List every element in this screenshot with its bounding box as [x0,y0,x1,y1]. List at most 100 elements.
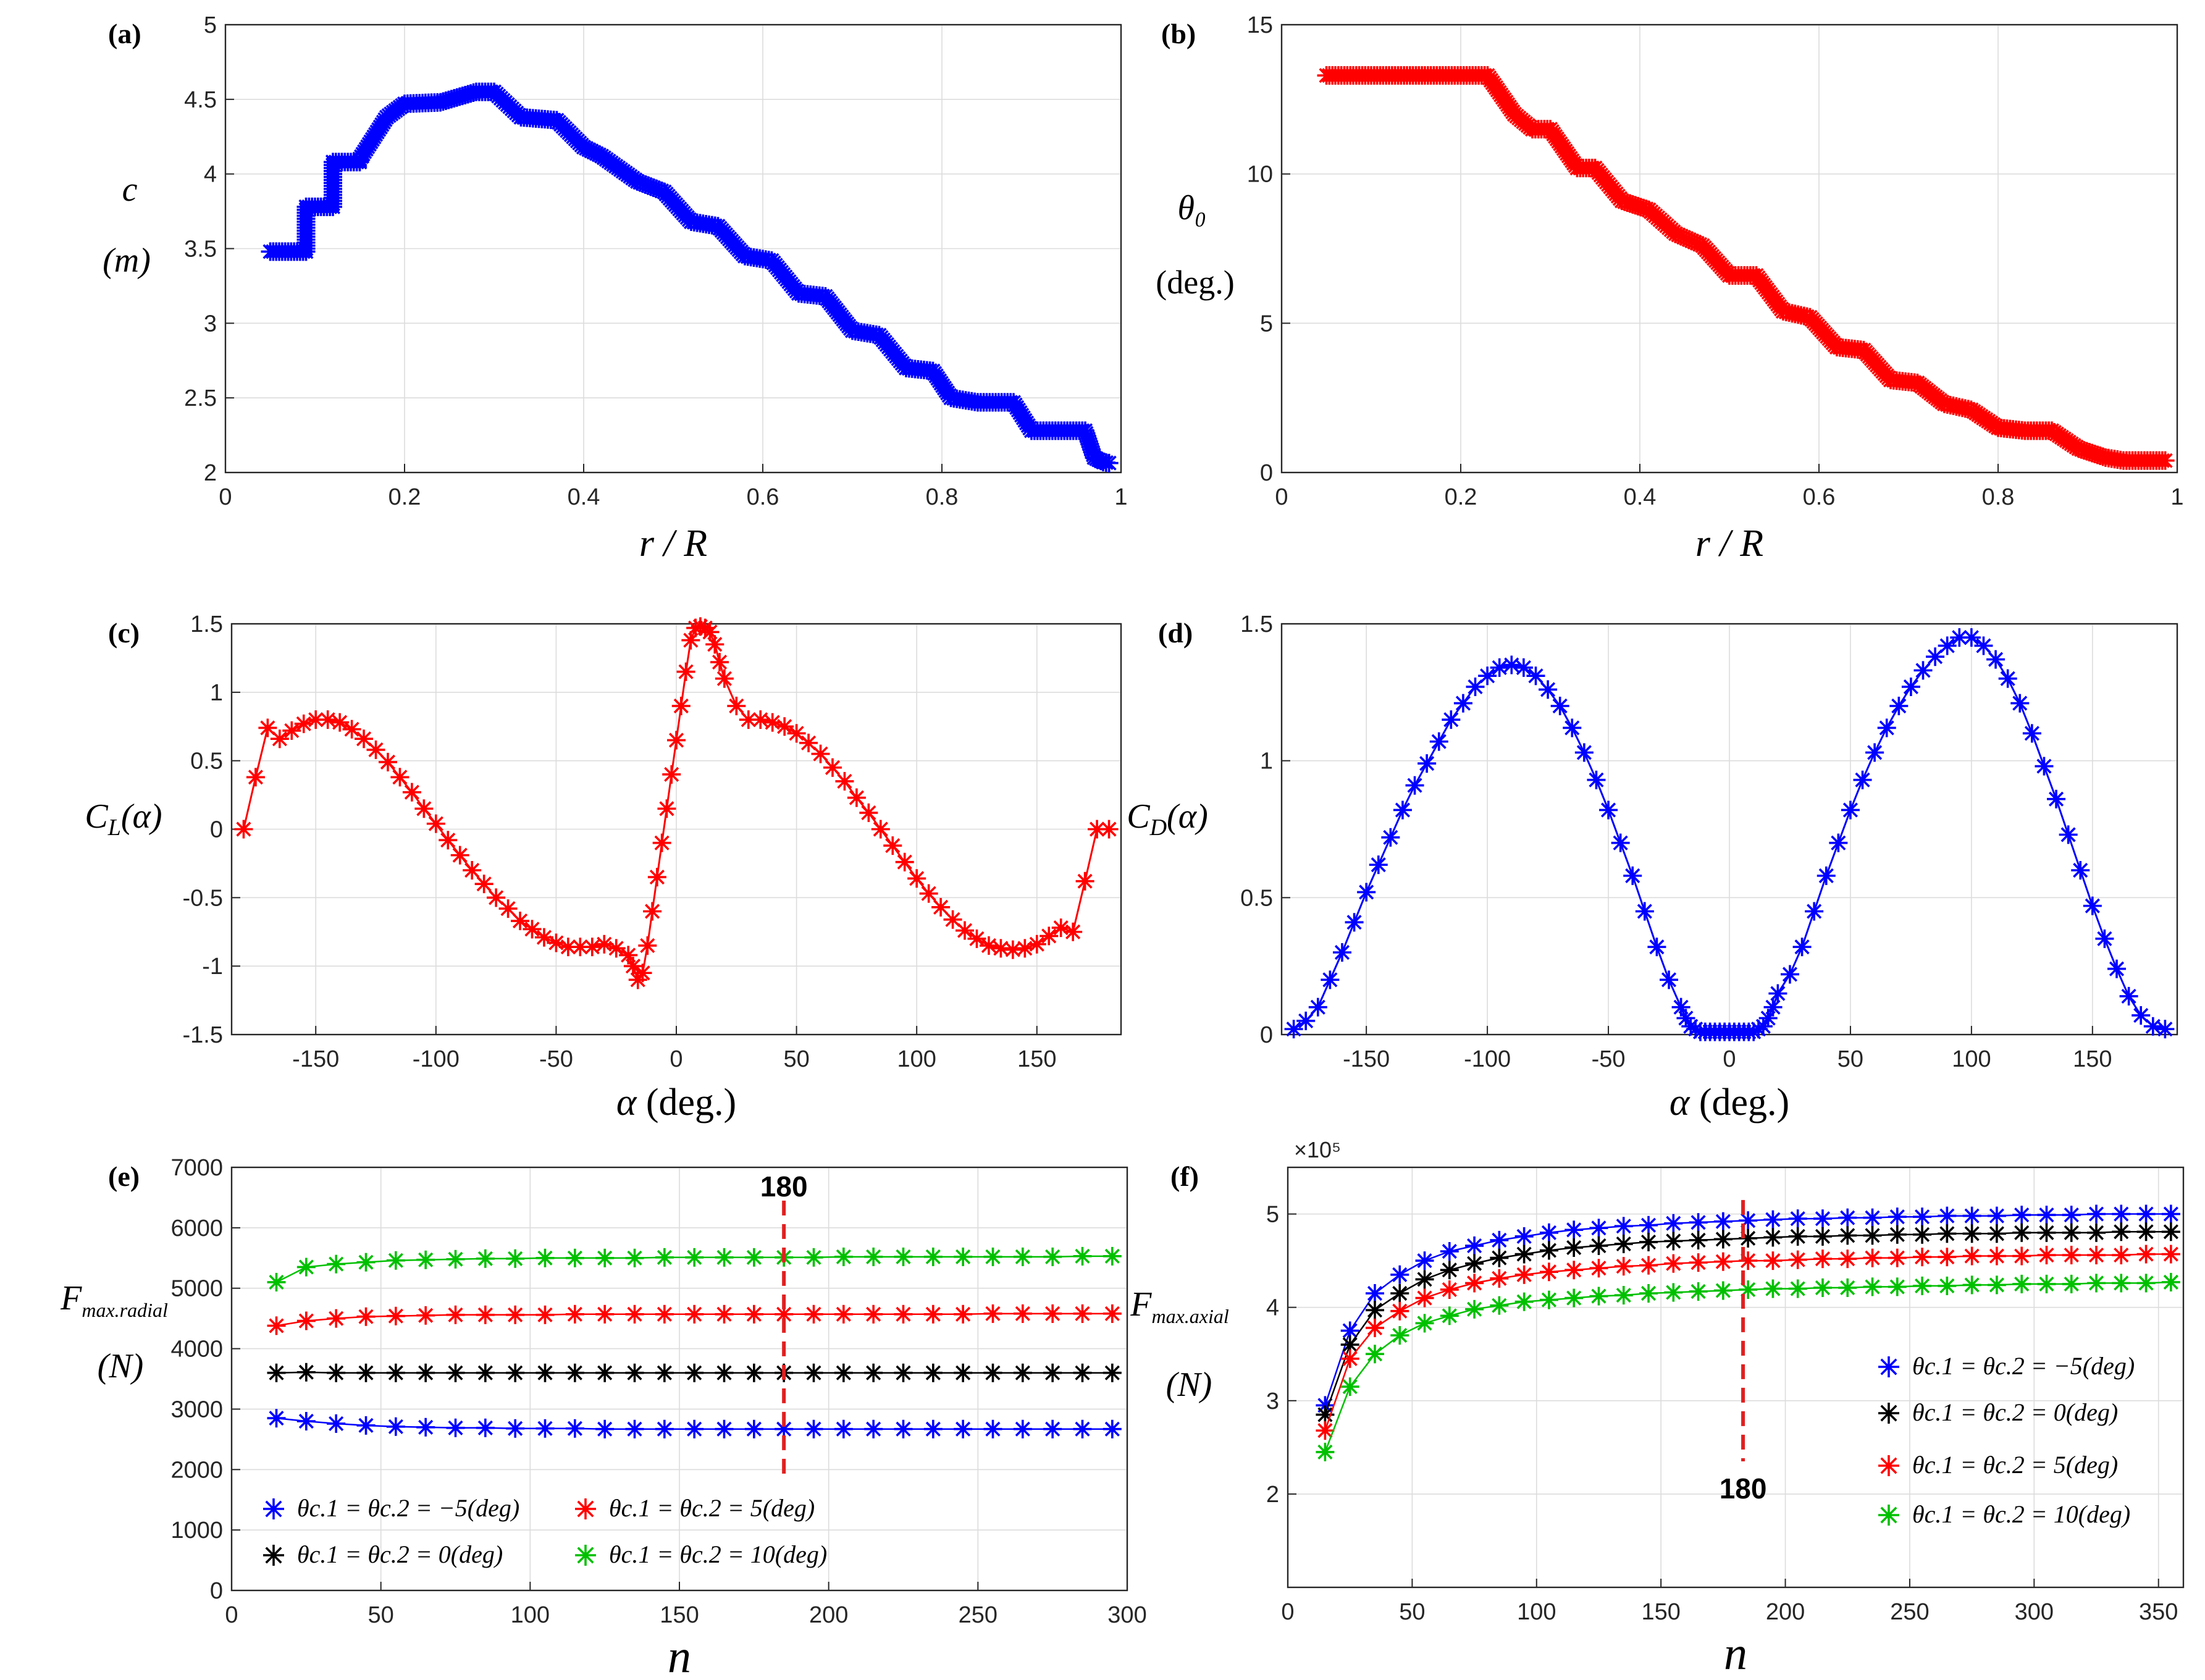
x-tick-label: 0.2 [1445,484,1477,510]
data-point [1515,1266,1534,1284]
data-point [1490,1231,1508,1250]
data-point [1789,1251,1807,1269]
data-point [1963,1224,1981,1243]
data-point [672,697,691,715]
x-tick-label: 0 [670,1046,682,1072]
data-point [1564,1238,1583,1257]
data-point [1986,650,2005,669]
data-point [1073,1420,1092,1438]
data-point [234,820,253,839]
x-tick-label: -150 [1343,1046,1390,1072]
data-point [834,1248,853,1266]
y-axis-label: CL(α) [85,797,162,841]
data-point [1465,1254,1484,1273]
data-point [267,1316,286,1335]
y-tick-label: 5000 [170,1276,223,1302]
data-point [1664,1232,1682,1250]
data-point [1689,1253,1708,1272]
data-point [685,1364,704,1382]
x-tick-label: 250 [959,1602,998,1628]
y-tick-label: 4000 [170,1337,223,1363]
data-point [1963,1275,1981,1294]
y-tick-label: 4 [1266,1295,1279,1321]
data-point [1888,1225,1907,1244]
data-point [1863,1249,1882,1267]
data-point [1490,658,1509,677]
panel-tag: (c) [108,617,140,649]
y-tick-label: 10 [1247,162,1273,188]
data-point [715,1248,734,1267]
data-point [1938,1224,1956,1243]
data-point [297,1363,316,1382]
data-point [1316,1443,1334,1461]
data-point [1285,1020,1303,1038]
data-point [523,920,541,938]
data-point [1390,1302,1409,1321]
data-point [327,1364,345,1382]
y-tick-label: 5 [1260,311,1273,337]
data-point [2087,1246,2106,1264]
data-point [1817,867,1836,885]
data-point [2012,1275,2031,1293]
data-point [2162,1222,2180,1241]
data-point [1043,1248,1062,1266]
data-point [267,1364,286,1382]
y-tick-label: 0 [1260,460,1273,486]
data-point [1664,1214,1682,1233]
data-point [357,1308,376,1326]
y-tick-label: 3000 [170,1396,223,1422]
x-tick-label: 150 [1017,1046,1056,1072]
data-point [1465,1237,1484,1255]
data-point [1014,1248,1032,1266]
x-tick-label: 100 [1517,1599,1556,1625]
data-point [1366,1319,1384,1337]
data-point [1914,661,1933,679]
data-point [1664,1254,1682,1273]
y-tick-label: 1 [1260,749,1273,775]
x-tick-label: 50 [1838,1046,1863,1072]
data-point [566,1249,584,1267]
data-point [1490,1249,1508,1267]
data-point [1938,1248,1956,1266]
data-point [662,765,681,784]
legend-label: θc.1 = θc.2 = 0(deg) [297,1540,503,1568]
data-point [475,875,494,893]
y-tick-label: -1.5 [183,1022,223,1048]
y-tick-label: 1.5 [190,611,223,637]
figure-canvas: 0 0.2 0.4 0.6 0.8 122.533.544.55(a)c(m)r / R0… [0,0,2205,1680]
data-point [1763,1251,1782,1270]
data-point [1813,1227,1832,1246]
data-point [2059,825,2078,844]
panel-b: 0 0.2 0.4 0.6 0.8 1051015(b)θ₀(deg.)r / R [1156,12,2183,565]
data-point [1988,1207,2006,1225]
data-point [506,1250,524,1268]
data-point [2037,1206,2056,1224]
data-point [1838,1250,1857,1268]
y-tick-label: 6000 [170,1216,223,1241]
legend-label: θc.1 = θc.2 = 5(deg) [1912,1451,2118,1479]
data-point [685,1420,704,1438]
data-point [1540,1262,1558,1281]
data-point [1689,1213,1708,1232]
data-point [2156,452,2175,470]
x-tick-label: 100 [1952,1046,1991,1072]
data-point [751,710,770,729]
data-point [271,729,289,748]
legend-marker [575,1498,596,1519]
data-point [1615,1286,1633,1304]
data-point [710,653,729,671]
data-point [2012,1247,2031,1266]
data-point [1014,1364,1032,1382]
data-point [1938,1207,1956,1225]
data-point [357,1364,376,1382]
data-point [2087,1205,2106,1224]
y-tick-label: 3 [1266,1388,1279,1414]
data-point [1589,1287,1608,1306]
data-point [1813,1250,1832,1268]
data-point [1623,867,1642,885]
data-point [536,1419,555,1438]
data-point [1333,943,1351,962]
data-point [1764,998,1783,1017]
data-point [387,1418,405,1436]
data-point [1321,970,1339,989]
